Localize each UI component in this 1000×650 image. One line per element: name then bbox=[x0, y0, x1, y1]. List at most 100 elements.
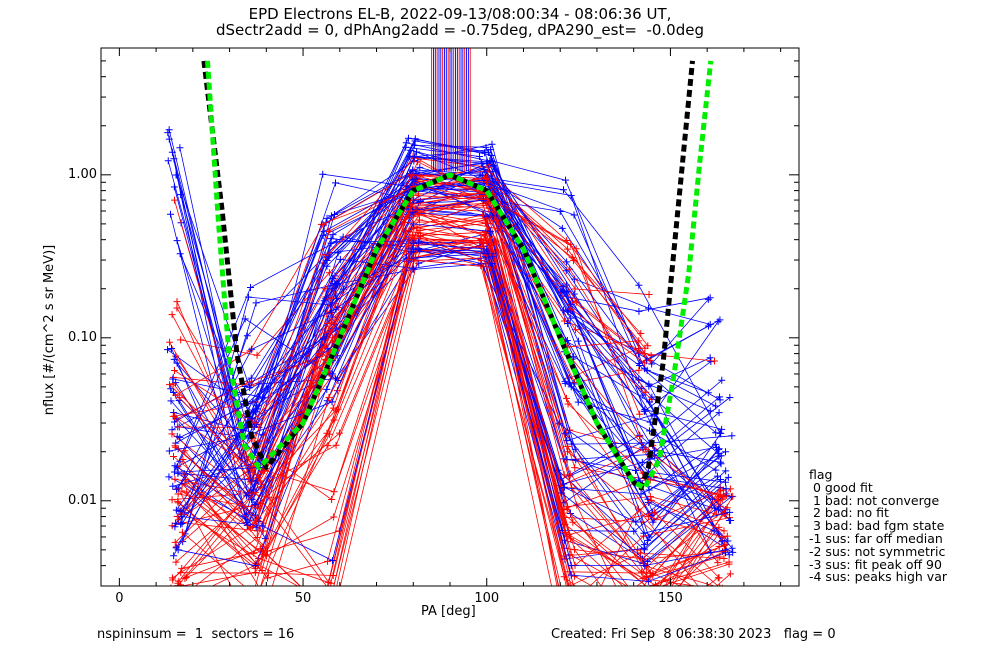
data-point bbox=[172, 171, 180, 179]
data-point bbox=[323, 257, 331, 265]
data-point bbox=[630, 527, 638, 535]
data-point bbox=[573, 585, 575, 586]
flag-legend: flag 0 good fit 1 bad: not converge 2 ba… bbox=[809, 468, 947, 584]
data-point bbox=[725, 560, 733, 568]
data-point bbox=[243, 521, 251, 529]
data-point bbox=[565, 582, 573, 586]
footer-created: Created: Fri Sep 8 06:38:30 2023 flag = … bbox=[551, 627, 836, 642]
data-point bbox=[715, 446, 723, 454]
data-point bbox=[728, 432, 736, 440]
data-point bbox=[722, 478, 730, 486]
data-point bbox=[725, 517, 733, 525]
data-point bbox=[486, 227, 494, 235]
spectra-layer bbox=[164, 48, 737, 650]
spectrum-line bbox=[177, 231, 728, 586]
data-point bbox=[172, 391, 180, 399]
data-point bbox=[479, 239, 487, 247]
data-point bbox=[328, 275, 336, 283]
data-point bbox=[716, 429, 724, 437]
data-point bbox=[254, 474, 262, 482]
data-point bbox=[169, 600, 176, 607]
data-point bbox=[327, 212, 335, 220]
spectrum-line bbox=[185, 198, 716, 586]
data-point bbox=[488, 260, 496, 268]
legend-item: 2 bad: no fit bbox=[809, 505, 889, 521]
data-point bbox=[648, 393, 656, 401]
data-point bbox=[477, 257, 485, 265]
data-point bbox=[245, 609, 252, 616]
chart-title: EPD Electrons EL-B, 2022-09-13/08:00:34 … bbox=[248, 5, 672, 23]
spectrum-line bbox=[178, 223, 726, 567]
data-point bbox=[248, 345, 256, 353]
spectrum-line bbox=[175, 169, 709, 394]
data-point bbox=[252, 596, 259, 603]
data-point bbox=[564, 400, 572, 408]
data-point bbox=[490, 238, 498, 246]
data-point bbox=[722, 485, 730, 493]
data-point bbox=[170, 367, 178, 375]
data-point bbox=[637, 490, 645, 498]
data-point bbox=[406, 207, 414, 215]
data-point bbox=[173, 304, 181, 312]
data-point bbox=[172, 519, 180, 527]
data-point bbox=[483, 201, 491, 209]
data-point bbox=[645, 290, 653, 298]
data-point bbox=[644, 577, 652, 585]
data-point bbox=[716, 396, 724, 404]
data-point bbox=[326, 328, 334, 336]
data-point bbox=[325, 393, 333, 401]
data-point bbox=[409, 171, 417, 179]
data-point bbox=[563, 437, 571, 445]
data-point bbox=[172, 414, 180, 422]
data-point bbox=[563, 236, 571, 244]
data-point bbox=[642, 388, 650, 396]
data-point bbox=[324, 319, 332, 327]
data-point bbox=[251, 569, 259, 577]
y-tick-label: 1.00 bbox=[68, 166, 97, 182]
data-point bbox=[255, 504, 263, 512]
data-point bbox=[566, 644, 573, 650]
data-point bbox=[560, 499, 568, 507]
data-point bbox=[480, 165, 488, 173]
spectrum-line bbox=[181, 242, 726, 582]
data-point bbox=[643, 614, 650, 621]
data-point bbox=[561, 520, 569, 528]
data-point bbox=[332, 305, 340, 313]
data-point bbox=[488, 140, 496, 148]
spectrum-line bbox=[178, 245, 562, 586]
data-point bbox=[564, 245, 572, 253]
data-point bbox=[571, 285, 579, 293]
x-tick-label: 50 bbox=[294, 591, 312, 606]
data-point bbox=[326, 430, 334, 438]
data-point bbox=[335, 429, 343, 437]
data-point bbox=[483, 178, 491, 186]
fit-curve-green bbox=[205, 60, 714, 491]
data-point bbox=[721, 511, 729, 519]
data-point bbox=[325, 269, 333, 277]
data-point bbox=[574, 398, 582, 406]
data-point bbox=[652, 581, 660, 586]
data-point bbox=[409, 239, 417, 247]
spectrum-line bbox=[174, 192, 712, 553]
data-point bbox=[483, 245, 491, 253]
data-point bbox=[721, 492, 729, 500]
data-point bbox=[334, 405, 342, 413]
data-point bbox=[564, 448, 572, 456]
data-point bbox=[328, 398, 336, 406]
data-point bbox=[724, 473, 732, 481]
data-point bbox=[720, 527, 728, 535]
data-point bbox=[250, 549, 258, 557]
data-point bbox=[644, 342, 652, 350]
spectrum-line bbox=[186, 234, 682, 586]
data-point bbox=[167, 397, 175, 405]
data-point bbox=[167, 210, 175, 218]
spectrum-line bbox=[173, 193, 720, 573]
data-point bbox=[329, 614, 336, 621]
data-point bbox=[716, 458, 724, 466]
data-point bbox=[651, 508, 659, 516]
data-point bbox=[406, 152, 414, 160]
data-point bbox=[171, 523, 179, 531]
data-point bbox=[165, 473, 173, 481]
data-point bbox=[319, 170, 327, 178]
data-point bbox=[178, 513, 186, 521]
